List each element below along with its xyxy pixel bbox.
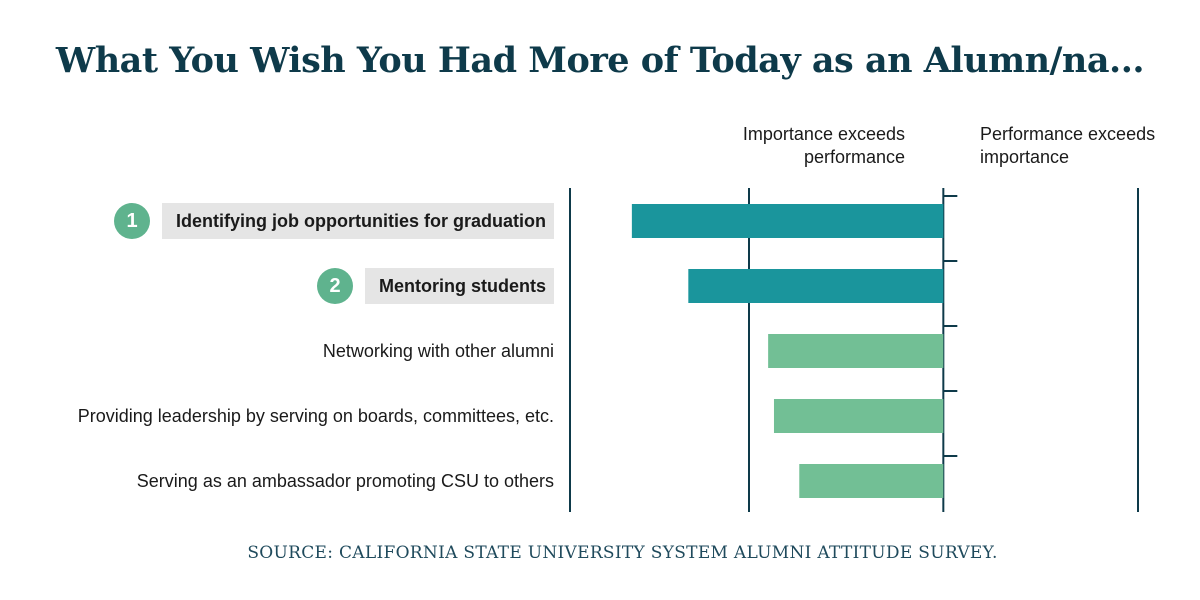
category-label-1: Identifying job opportunities for gradua… [162, 203, 554, 239]
category-label-2: Mentoring students [365, 268, 554, 304]
category-label-3: Networking with other alumni [322, 341, 554, 361]
legend-importance-exceeds-performance: Importance exceeds performance [742, 124, 905, 167]
bar-3 [768, 334, 944, 368]
bar-4 [773, 399, 944, 433]
bar-1 [631, 204, 944, 238]
legend-performance-exceeds-importance: Performance exceeds importance [980, 124, 1156, 167]
chart-title: What You Wish You Had More of Today as a… [55, 40, 1145, 81]
bar-5 [799, 464, 944, 498]
source-note: SOURCE: CALIFORNIA STATE UNIVERSITY SYST… [247, 543, 998, 563]
bar-2 [688, 269, 944, 303]
category-label-4: Providing leadership by serving on board… [77, 406, 554, 426]
rank-badge-1: 1 [114, 203, 151, 239]
rank-badge-2: 2 [317, 268, 353, 304]
category-label-5: Serving as an ambassador promoting CSU t… [136, 471, 554, 491]
